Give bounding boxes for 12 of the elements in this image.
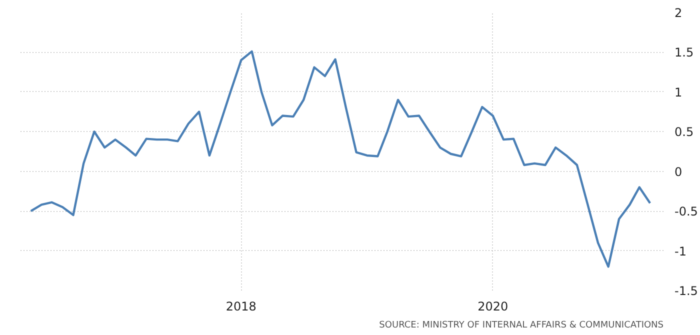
y-tick-label: 0.5	[674, 125, 694, 140]
y-tick-label: 2	[674, 6, 682, 20]
x-tick-label: 2018	[226, 300, 256, 314]
y-tick-label: -0.5	[674, 204, 698, 219]
y-tick-label: -1.5	[674, 284, 698, 298]
y-tick-label: 1	[674, 85, 682, 100]
line-series	[30, 50, 652, 268]
y-tick-label: 0	[674, 164, 682, 179]
y-tick-label: 1.5	[674, 46, 694, 60]
y-tick-label: -1	[674, 244, 686, 258]
source-note: SOURCE: MINISTRY OF INTERNAL AFFAIRS & COMMUNICATIONS	[379, 320, 664, 330]
x-tick-label: 2020	[478, 300, 508, 314]
